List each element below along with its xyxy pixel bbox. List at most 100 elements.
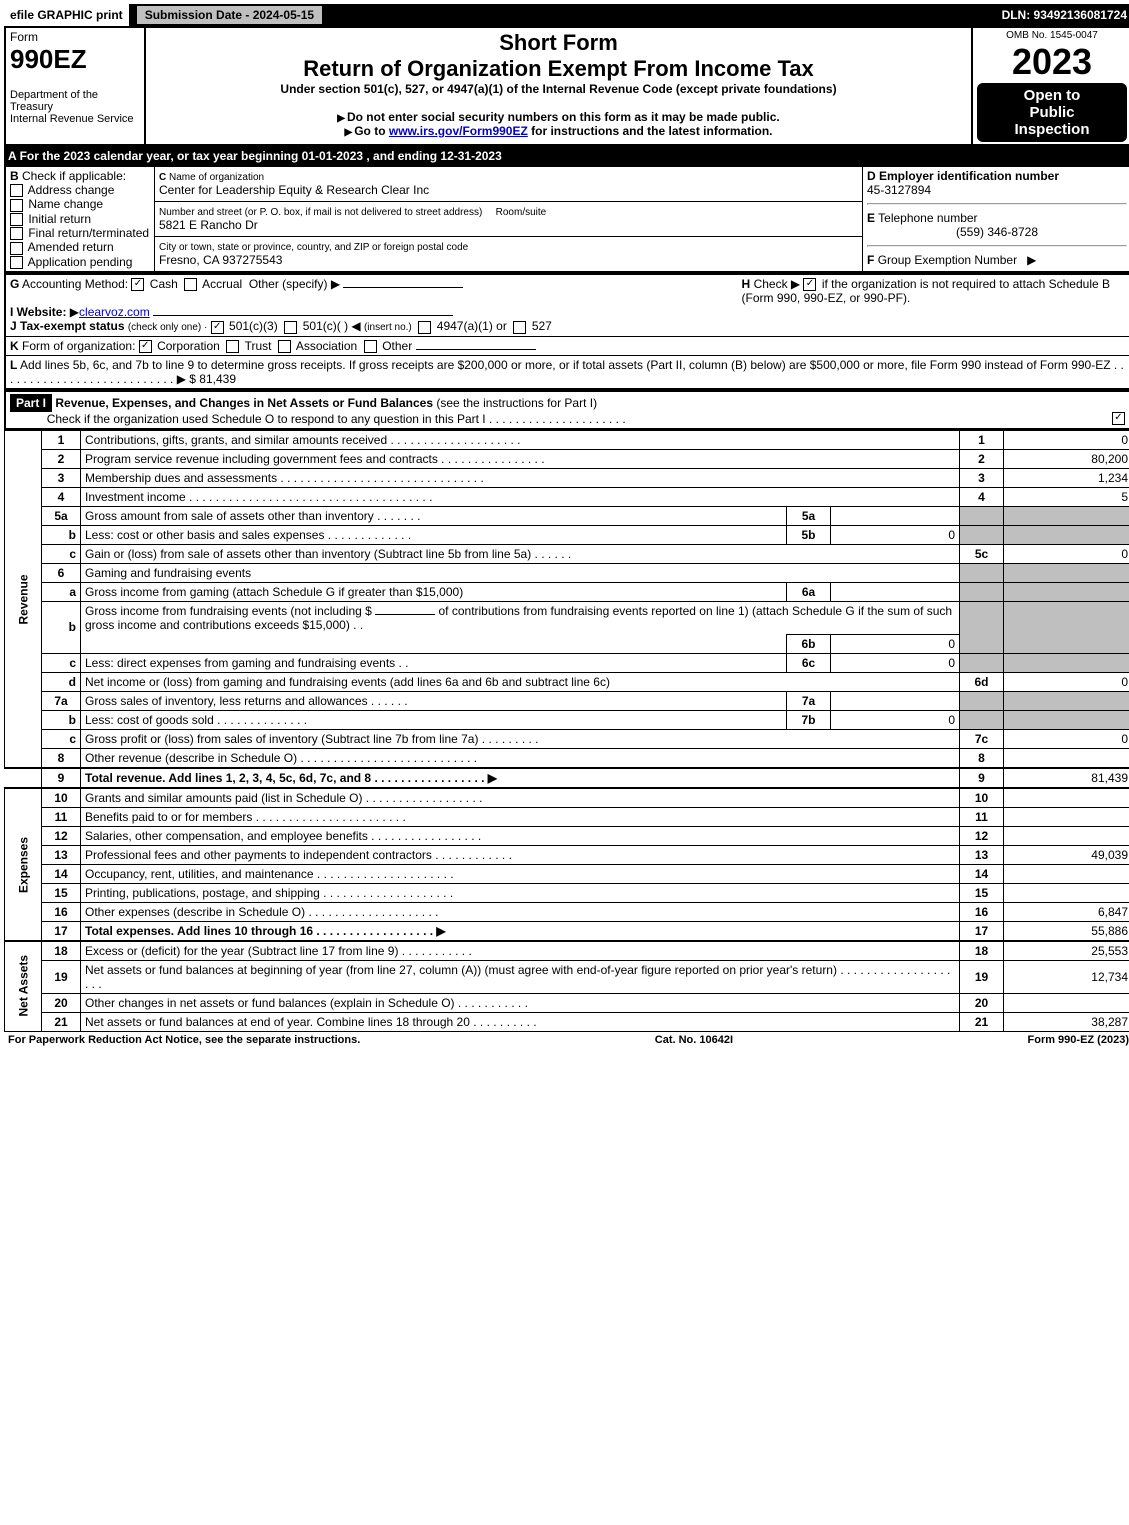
line-2-num: 2 — [42, 449, 81, 468]
line-21-desc: Net assets or fund balances at end of ye… — [81, 1012, 960, 1031]
checkbox-name-change[interactable] — [10, 199, 23, 212]
line-1-rnum: 1 — [960, 430, 1004, 449]
efile-print-label[interactable]: efile GRAPHIC print — [4, 4, 129, 26]
line-15-desc: Printing, publications, postage, and shi… — [81, 883, 960, 902]
line-21-rnum: 21 — [960, 1012, 1004, 1031]
line-6b-num: b — [42, 601, 81, 653]
irs-link[interactable]: www.irs.gov/Form990EZ — [389, 124, 528, 138]
line-20-val — [1004, 993, 1129, 1012]
line-1-desc: Contributions, gifts, grants, and simila… — [81, 430, 960, 449]
checkbox-address-change[interactable] — [10, 184, 23, 197]
line-19-rnum: 19 — [960, 960, 1004, 993]
line-3-rnum: 3 — [960, 468, 1004, 487]
checkbox-assoc[interactable] — [278, 340, 291, 353]
shaded-cell — [960, 601, 1004, 653]
line-2-val: 80,200 — [1004, 449, 1129, 468]
checkbox-4947[interactable] — [418, 321, 431, 334]
line-5a-num: 5a — [42, 506, 81, 525]
checkbox-schedule-o[interactable] — [1112, 412, 1125, 425]
line-13-desc: Professional fees and other payments to … — [81, 845, 960, 864]
line-9-desc: Total revenue. Add lines 1, 2, 3, 4, 5c,… — [81, 768, 960, 788]
line-6a-num: a — [42, 582, 81, 601]
tax-year: 2023 — [977, 41, 1127, 83]
line-7b-midval: 0 — [831, 710, 960, 729]
line-8-desc: Other revenue (describe in Schedule O) .… — [81, 748, 960, 768]
line-18-rnum: 18 — [960, 941, 1004, 961]
shaded-cell — [960, 525, 1004, 544]
checkbox-501c3[interactable] — [211, 321, 224, 334]
line-3-desc: Membership dues and assessments . . . . … — [81, 468, 960, 487]
checkbox-amended[interactable] — [10, 242, 23, 255]
line-6a-desc: Gross income from gaming (attach Schedul… — [81, 582, 787, 601]
line-7a-midval — [831, 691, 960, 710]
checkbox-other-org[interactable] — [364, 340, 377, 353]
line-4-desc: Investment income . . . . . . . . . . . … — [81, 487, 960, 506]
line-3-val: 1,234 — [1004, 468, 1129, 487]
dept-line1: Department of the Treasury — [10, 89, 140, 113]
street-label: Number and street (or P. O. box, if mail… — [159, 207, 482, 218]
line-6c-mid: 6c — [787, 653, 831, 672]
line-10-num: 10 — [42, 788, 81, 808]
line-15-val — [1004, 883, 1129, 902]
line-6-num: 6 — [42, 563, 81, 582]
website-link[interactable]: clearvoz.com — [79, 305, 150, 319]
shaded-cell — [960, 506, 1004, 525]
line-5a-midval — [831, 506, 960, 525]
f-label: Group Exemption Number — [878, 253, 1017, 267]
line-14-rnum: 14 — [960, 864, 1004, 883]
line-5a-mid: 5a — [787, 506, 831, 525]
line-21-num: 21 — [42, 1012, 81, 1031]
part1-label: Part I — [10, 394, 52, 412]
line-21-val: 38,287 — [1004, 1012, 1129, 1031]
line-15-rnum: 15 — [960, 883, 1004, 902]
lines-table: Revenue 1 Contributions, gifts, grants, … — [4, 430, 1129, 1032]
street-value: 5821 E Rancho Dr — [159, 218, 258, 232]
line-8-val — [1004, 748, 1129, 768]
line-5b-midval: 0 — [831, 525, 960, 544]
revenue-label: Revenue — [5, 430, 42, 768]
shaded-cell — [960, 563, 1004, 582]
line-1-num: 1 — [42, 430, 81, 449]
line-6b-desc1: Gross income from fundraising events (no… — [81, 601, 960, 634]
checkbox-501c[interactable] — [284, 321, 297, 334]
room-label: Room/suite — [496, 207, 547, 218]
line-11-val — [1004, 807, 1129, 826]
checkbox-527[interactable] — [513, 321, 526, 334]
checkbox-cash[interactable] — [131, 278, 144, 291]
k-label: Form of organization: — [22, 339, 135, 353]
expenses-label: Expenses — [5, 788, 42, 941]
line-20-desc: Other changes in net assets or fund bala… — [81, 993, 960, 1012]
shaded-cell — [1004, 601, 1129, 653]
b-label: Check if applicable: — [22, 169, 126, 183]
line-12-val — [1004, 826, 1129, 845]
footer-right: Form 990-EZ (2023) — [1028, 1034, 1129, 1046]
part1-check-note: Check if the organization used Schedule … — [47, 412, 626, 426]
open-public-badge: Open to Public Inspection — [977, 83, 1127, 142]
line-7a-desc: Gross sales of inventory, less returns a… — [81, 691, 787, 710]
shaded-cell — [1004, 653, 1129, 672]
line-6b-midval: 0 — [831, 634, 960, 653]
line-7b-mid: 7b — [787, 710, 831, 729]
short-form-title: Short Form — [150, 30, 967, 56]
line-16-desc: Other expenses (describe in Schedule O) … — [81, 902, 960, 921]
line-6c-midval: 0 — [831, 653, 960, 672]
line-7a-mid: 7a — [787, 691, 831, 710]
dln-label: DLN: 93492136081724 — [1002, 8, 1129, 22]
checkbox-initial-return[interactable] — [10, 213, 23, 226]
checkbox-accrual[interactable] — [184, 278, 197, 291]
line-14-val — [1004, 864, 1129, 883]
line-5c-val: 0 — [1004, 544, 1129, 563]
line-2-rnum: 2 — [960, 449, 1004, 468]
line-7c-num: c — [42, 729, 81, 748]
line-7b-num: b — [42, 710, 81, 729]
line-12-num: 12 — [42, 826, 81, 845]
phone-value: (559) 346-8728 — [867, 225, 1127, 239]
checkbox-schedule-b[interactable] — [803, 278, 816, 291]
line-13-rnum: 13 — [960, 845, 1004, 864]
checkbox-pending[interactable] — [10, 256, 23, 269]
checkbox-corp[interactable] — [139, 340, 152, 353]
line-15-num: 15 — [42, 883, 81, 902]
line-19-desc: Net assets or fund balances at beginning… — [81, 960, 960, 993]
checkbox-trust[interactable] — [226, 340, 239, 353]
checkbox-final-return[interactable] — [10, 227, 23, 240]
